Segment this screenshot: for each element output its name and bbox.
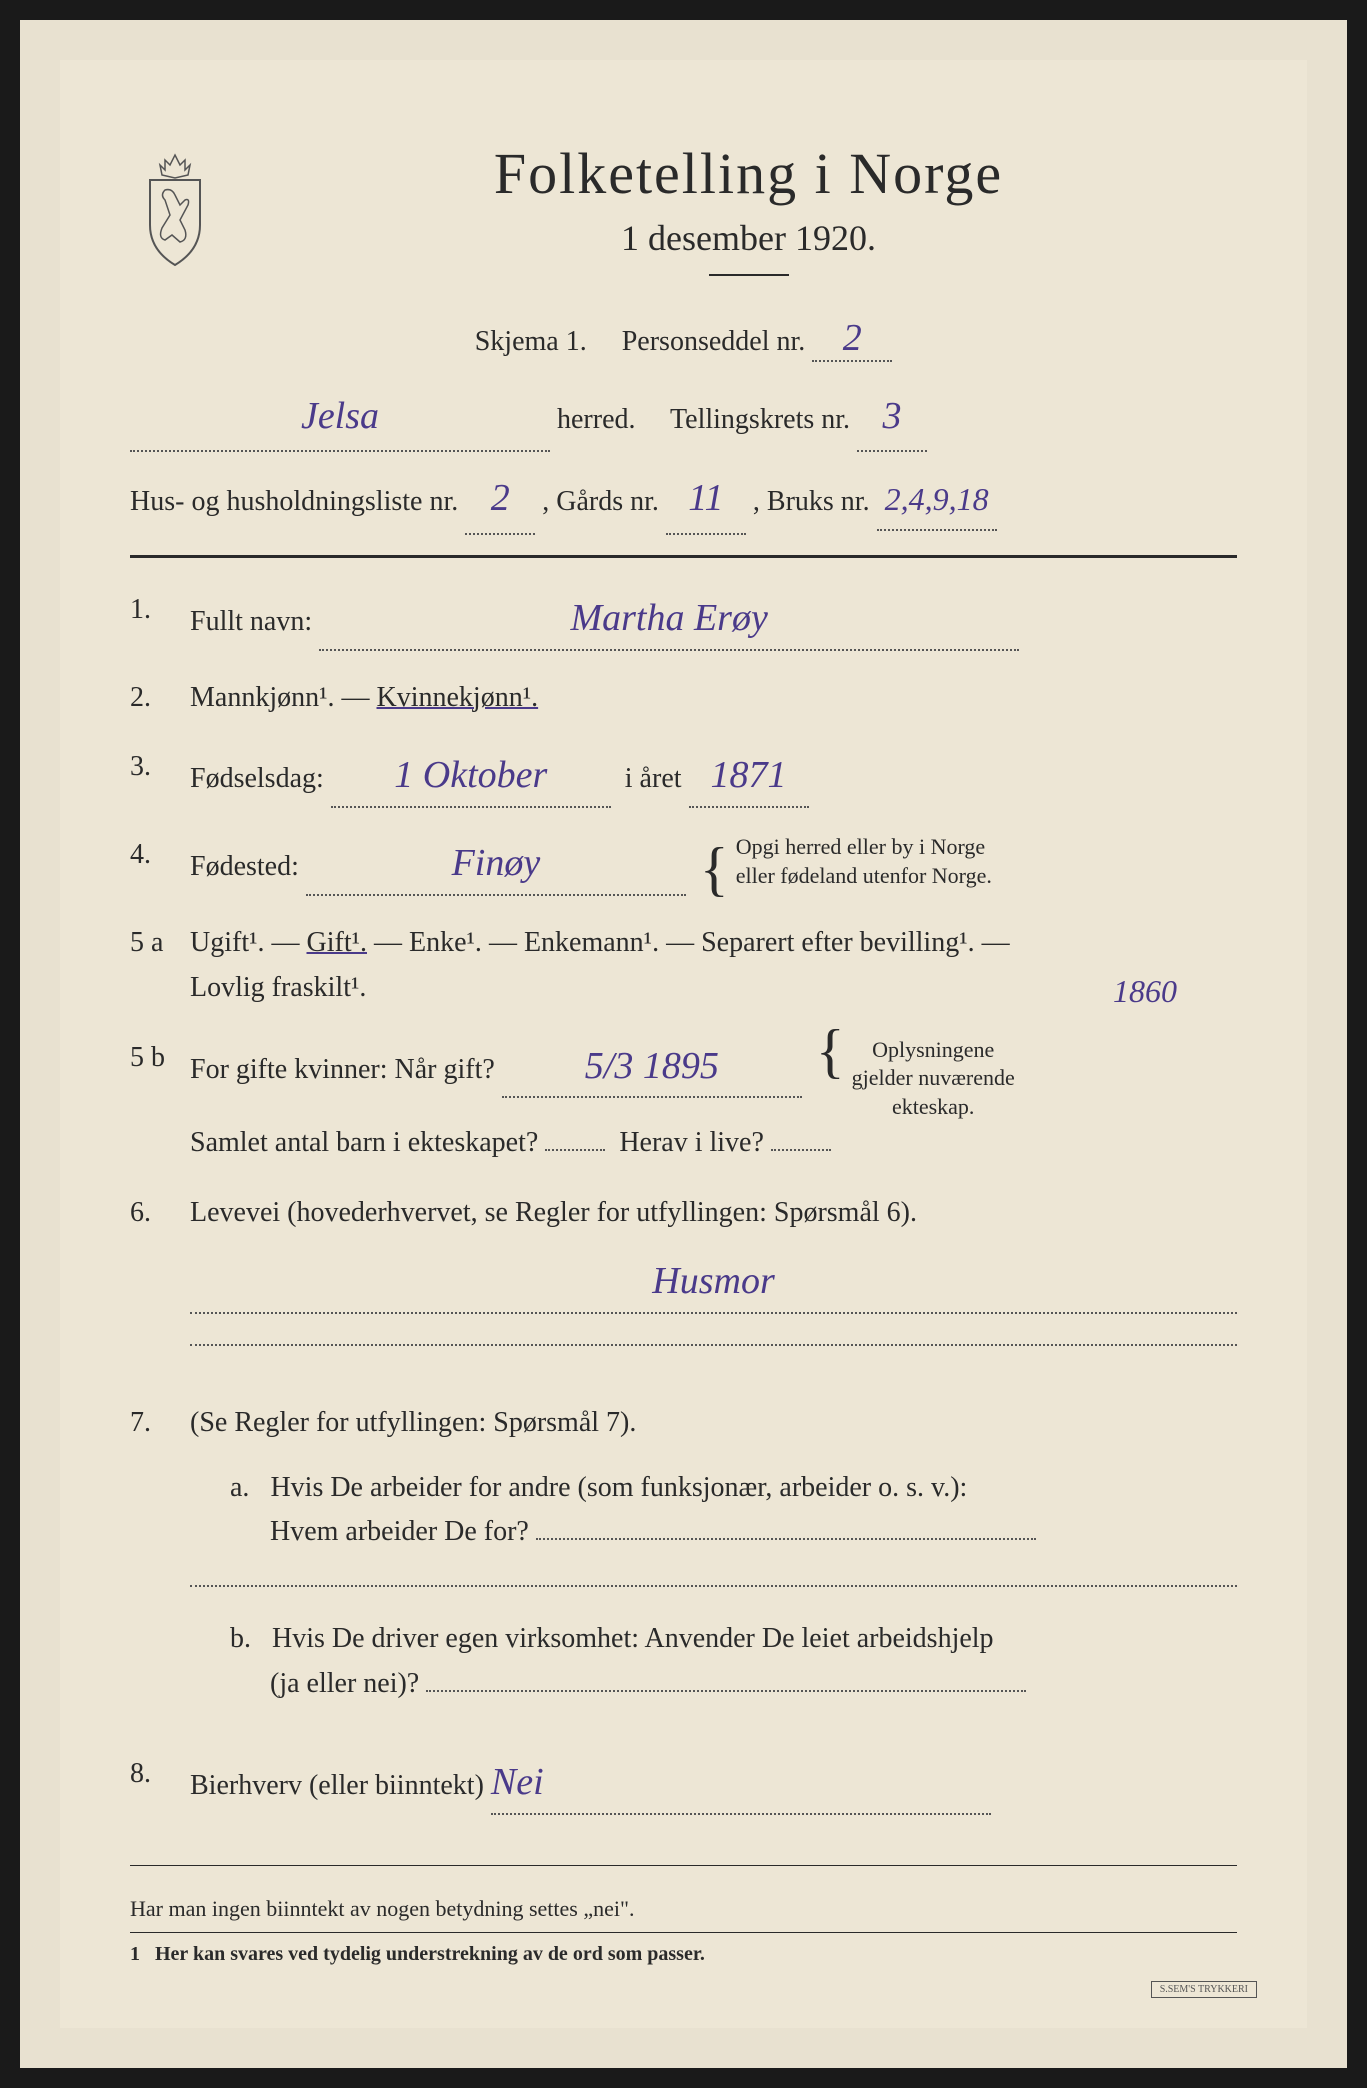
question-5b: 5 b For gifte kvinner: Når gift? 5/3 189… bbox=[130, 1036, 1237, 1167]
question-8: 8. Bierhverv (eller biinntekt) Nei bbox=[130, 1752, 1237, 1815]
footer-rule-1 bbox=[130, 1865, 1237, 1866]
coat-of-arms-icon bbox=[130, 150, 220, 270]
herred-line: Jelsa herred. Tellingskrets nr. 3 bbox=[130, 382, 1237, 452]
q2-mann: Mannkjønn¹. bbox=[190, 682, 335, 713]
husliste-prefix: Hus- og husholdningsliste nr. bbox=[130, 486, 458, 517]
divider-rule bbox=[130, 555, 1237, 558]
question-7: 7. (Se Regler for utfyllingen: Spørsmål … bbox=[130, 1401, 1237, 1727]
question-1: 1. Fullt navn: Martha Erøy bbox=[130, 588, 1237, 651]
q7b-text1: Hvis De driver egen virksomhet: Anvender… bbox=[272, 1623, 994, 1654]
question-2: 2. Mannkjønn¹. — Kvinnekjønn¹. bbox=[130, 676, 1237, 721]
q4-value: Finøy bbox=[452, 833, 541, 894]
q7-num: 7. bbox=[130, 1401, 190, 1727]
q7a-text1: Hvis De arbeider for andre (som funksjon… bbox=[270, 1472, 967, 1503]
q3-num: 3. bbox=[130, 745, 190, 808]
q5b-label2: Samlet antal barn i ekteskapet? bbox=[190, 1127, 538, 1158]
title-block: Folketelling i Norge 1 desember 1920. bbox=[260, 140, 1237, 276]
margin-note-1860: 1860 bbox=[1113, 966, 1177, 1017]
q5b-label1: For gifte kvinner: Når gift? bbox=[190, 1054, 495, 1085]
q7b-text2: (ja eller nei)? bbox=[270, 1668, 419, 1699]
question-4: 4. Fødested: Finøy { Opgi herred eller b… bbox=[130, 833, 1237, 896]
q3-day: 1 Oktober bbox=[394, 745, 547, 806]
q4-num: 4. bbox=[130, 833, 190, 896]
q6-num: 6. bbox=[130, 1191, 190, 1376]
q8-num: 8. bbox=[130, 1752, 190, 1815]
personseddel-nr: 2 bbox=[843, 316, 862, 360]
question-3: 3. Fødselsdag: 1 Oktober i året 1871 bbox=[130, 745, 1237, 808]
q5b-num: 5 b bbox=[130, 1036, 190, 1167]
document-page: Folketelling i Norge 1 desember 1920. Sk… bbox=[20, 20, 1347, 2068]
q3-year: 1871 bbox=[711, 745, 787, 806]
q5b-note: Oplysningene gjelder nuværende ekteskap. bbox=[852, 1036, 1015, 1122]
q2-kvinne: Kvinnekjønn¹. bbox=[377, 682, 539, 713]
footer-rule-2 bbox=[130, 1932, 1237, 1933]
footnote: 1 Her kan svares ved tydelig understrekn… bbox=[130, 1943, 1237, 1966]
skjema-line: Skjema 1. Personseddel nr. 2 bbox=[130, 316, 1237, 362]
q5a-enkemann: Enkemann¹. bbox=[524, 927, 659, 958]
question-6: 6. Levevei (hovederhvervet, se Regler fo… bbox=[130, 1191, 1237, 1376]
husliste-nr: 2 bbox=[491, 464, 510, 532]
tellingskrets-label: Tellingskrets nr. bbox=[670, 404, 850, 435]
q5a-separert: Separert efter bevilling¹. bbox=[701, 927, 975, 958]
q5a-enke: Enke¹. bbox=[409, 927, 482, 958]
bruks-label: , Bruks nr. bbox=[753, 486, 870, 517]
q3-label: Fødselsdag: bbox=[190, 763, 324, 794]
main-title: Folketelling i Norge bbox=[260, 140, 1237, 207]
brace-icon: { bbox=[700, 854, 729, 884]
q5a-num: 5 a bbox=[130, 921, 190, 1011]
q7a-text2: Hvem arbeider De for? bbox=[270, 1516, 529, 1547]
footnote-text: Her kan svares ved tydelig understreknin… bbox=[155, 1943, 705, 1965]
q6-label: Levevei (hovederhvervet, se Regler for u… bbox=[190, 1197, 917, 1228]
q8-value: Nei bbox=[491, 1752, 544, 1813]
q4-note-2: eller fødeland utenfor Norge. bbox=[736, 863, 992, 888]
q7a-label: a. bbox=[230, 1472, 249, 1503]
q5a-gift: Gift¹. bbox=[307, 927, 368, 958]
q2-num: 2. bbox=[130, 676, 190, 721]
q5b-note-2: gjelder nuværende bbox=[852, 1065, 1015, 1090]
title-rule bbox=[709, 274, 789, 276]
q5b-value1: 5/3 1895 bbox=[585, 1036, 719, 1097]
herred-value: Jelsa bbox=[301, 382, 379, 450]
q5b-note-1: Oplysningene bbox=[872, 1037, 994, 1062]
q3-year-label: i året bbox=[625, 763, 682, 794]
q1-num: 1. bbox=[130, 588, 190, 651]
q7b-label: b. bbox=[230, 1623, 251, 1654]
bruks-nr: 2,4,9,18 bbox=[885, 481, 989, 517]
tellingskrets-nr: 3 bbox=[883, 382, 902, 450]
husliste-line: Hus- og husholdningsliste nr. 2 , Gårds … bbox=[130, 464, 1237, 534]
document-inner: Folketelling i Norge 1 desember 1920. Sk… bbox=[60, 60, 1307, 2028]
q7-label: (Se Regler for utfyllingen: Spørsmål 7). bbox=[190, 1407, 636, 1438]
dotted-line bbox=[190, 1344, 1237, 1346]
q2-dash: — bbox=[342, 682, 377, 713]
q4-note-1: Opgi herred eller by i Norge bbox=[736, 834, 985, 859]
footnote-num: 1 bbox=[130, 1943, 140, 1965]
dotted-line-7 bbox=[190, 1585, 1237, 1587]
printer-stamp: S.SEM'S TRYKKERI bbox=[1151, 1981, 1257, 1998]
q6-value: Husmor bbox=[652, 1251, 774, 1312]
q5b-note-3: ekteskap. bbox=[892, 1094, 974, 1119]
brace-icon-2: { bbox=[816, 1036, 845, 1066]
question-5a: 5 a Ugift¹. — Gift¹. — Enke¹. — Enkemann… bbox=[130, 921, 1237, 1011]
footer-text: Har man ingen biinntekt av nogen betydni… bbox=[130, 1896, 1237, 1922]
gards-nr: 11 bbox=[688, 464, 723, 532]
header: Folketelling i Norge 1 desember 1920. bbox=[130, 140, 1237, 276]
q1-value: Martha Erøy bbox=[570, 588, 767, 649]
q8-label: Bierhverv (eller biinntekt) bbox=[190, 1770, 484, 1801]
subtitle: 1 desember 1920. bbox=[260, 217, 1237, 259]
q5a-ugift: Ugift¹. bbox=[190, 927, 265, 958]
personseddel-label: Personseddel nr. bbox=[622, 326, 806, 357]
q1-label: Fullt navn: bbox=[190, 606, 312, 637]
herred-label: herred. bbox=[557, 404, 636, 435]
q5a-lovlig: Lovlig fraskilt¹. bbox=[190, 972, 366, 1003]
q4-note: Opgi herred eller by i Norge eller fødel… bbox=[736, 833, 992, 890]
gards-label: , Gårds nr. bbox=[542, 486, 659, 517]
q4-label: Fødested: bbox=[190, 851, 299, 882]
q5b-label3: Herav i live? bbox=[619, 1127, 764, 1158]
skjema-label: Skjema 1. bbox=[475, 326, 587, 357]
